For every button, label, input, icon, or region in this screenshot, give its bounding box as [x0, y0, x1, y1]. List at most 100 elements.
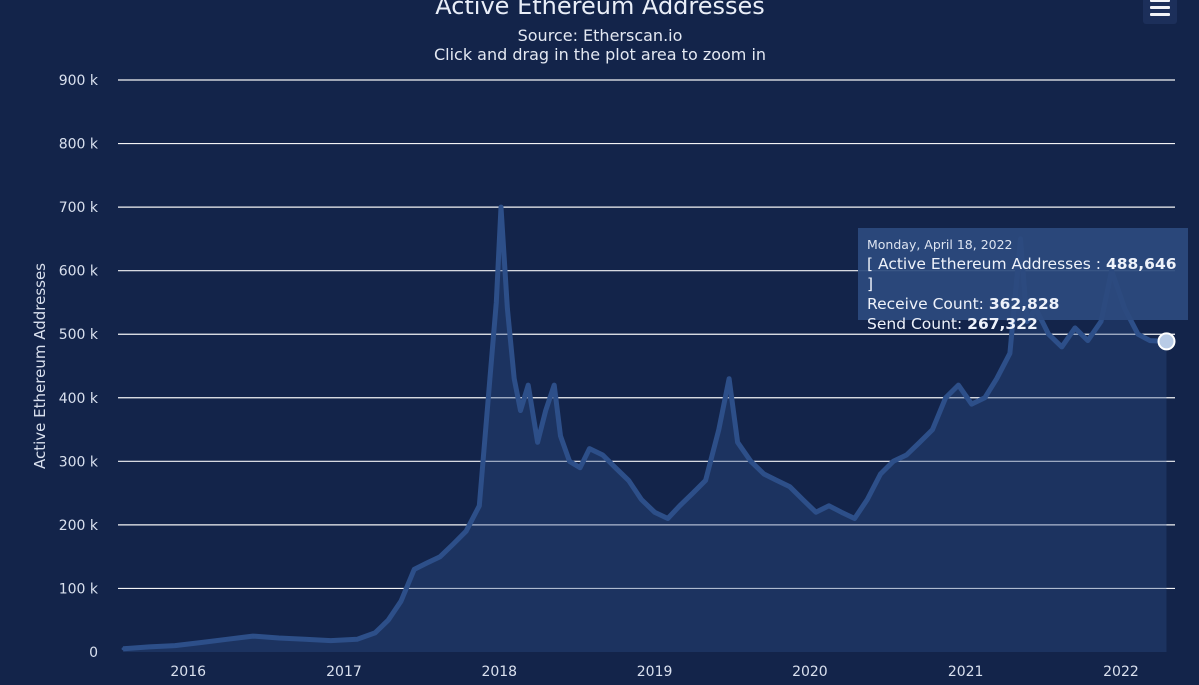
- series-area: [123, 207, 1167, 652]
- data-point[interactable]: [918, 440, 922, 444]
- chart-subtitle: Source: Etherscan.io: [518, 26, 683, 45]
- data-point[interactable]: [438, 555, 442, 559]
- data-point[interactable]: [519, 409, 522, 412]
- data-point[interactable]: [775, 478, 779, 482]
- tooltip-main-value: 488,646: [1105, 255, 1177, 273]
- data-point[interactable]: [544, 409, 548, 412]
- data-point[interactable]: [853, 517, 857, 520]
- data-point[interactable]: [704, 478, 708, 482]
- tooltip-send-value: 267,322: [967, 315, 1038, 333]
- data-point[interactable]: [477, 504, 481, 508]
- data-point[interactable]: [526, 383, 530, 387]
- data-point[interactable]: [173, 644, 177, 648]
- data-tooltip: Monday, April 18, 2022 [ Active Ethereum…: [858, 228, 1188, 333]
- data-point[interactable]: [678, 504, 682, 508]
- data-point[interactable]: [303, 637, 307, 641]
- data-point[interactable]: [199, 641, 203, 644]
- data-point[interactable]: [1073, 326, 1077, 330]
- data-point[interactable]: [827, 504, 831, 508]
- data-point[interactable]: [601, 453, 605, 457]
- x-tick-label: 2018: [481, 664, 517, 680]
- tooltip-send-label: Send Count:: [867, 315, 963, 333]
- data-point[interactable]: [499, 205, 503, 209]
- data-point[interactable]: [865, 498, 869, 501]
- data-point[interactable]: [814, 510, 818, 514]
- data-point[interactable]: [373, 631, 377, 635]
- data-point[interactable]: [412, 567, 416, 571]
- data-point[interactable]: [1086, 339, 1090, 343]
- zoom-hint: Click and drag in the plot area to zoom …: [434, 45, 766, 64]
- data-point[interactable]: [355, 637, 359, 641]
- data-point[interactable]: [425, 561, 429, 565]
- data-point[interactable]: [970, 402, 974, 406]
- data-point[interactable]: [613, 466, 617, 470]
- data-point[interactable]: [147, 645, 151, 649]
- data-point[interactable]: [121, 647, 125, 651]
- data-point[interactable]: [386, 618, 390, 622]
- data-point[interactable]: [762, 472, 766, 476]
- x-tick-label: 2017: [326, 664, 362, 680]
- data-point[interactable]: [568, 459, 571, 463]
- data-point[interactable]: [251, 634, 255, 638]
- y-tick-label: 600 k: [59, 264, 99, 280]
- data-point[interactable]: [399, 599, 403, 603]
- data-point[interactable]: [639, 498, 643, 501]
- data-point[interactable]: [559, 434, 562, 438]
- y-tick-label: 300 k: [59, 454, 99, 470]
- x-axis-ticks: 2016 2017 2018 2019 2020 2021 2022: [170, 664, 1138, 680]
- hover-point-marker[interactable]: [1157, 332, 1176, 351]
- data-point[interactable]: [488, 377, 492, 381]
- data-point[interactable]: [494, 300, 498, 304]
- data-point[interactable]: [931, 428, 934, 432]
- data-point[interactable]: [891, 459, 895, 463]
- data-point[interactable]: [1008, 351, 1012, 355]
- data-point[interactable]: [464, 529, 468, 533]
- y-tick-label: 200 k: [59, 518, 99, 534]
- data-point[interactable]: [727, 377, 731, 381]
- data-point[interactable]: [627, 478, 631, 482]
- hamburger-icon-bar: [1150, 6, 1170, 9]
- data-point[interactable]: [451, 542, 455, 546]
- tooltip-receive-label: Receive Count:: [867, 295, 984, 313]
- data-point[interactable]: [995, 377, 999, 381]
- menu-button[interactable]: [1143, 0, 1177, 24]
- hamburger-icon-bar-2: [1150, 13, 1170, 16]
- series-active-addresses[interactable]: [121, 204, 1168, 652]
- data-point[interactable]: [512, 377, 516, 381]
- data-point[interactable]: [1060, 345, 1064, 349]
- data-point[interactable]: [691, 491, 695, 495]
- data-point[interactable]: [1025, 320, 1029, 323]
- data-point[interactable]: [839, 510, 843, 514]
- data-point[interactable]: [905, 453, 908, 457]
- data-point[interactable]: [717, 428, 721, 432]
- data-point[interactable]: [536, 440, 540, 444]
- data-point[interactable]: [578, 466, 582, 470]
- y-tick-label: 100 k: [59, 581, 99, 597]
- x-tick-label: 2020: [792, 664, 828, 680]
- data-point[interactable]: [801, 498, 805, 501]
- data-point[interactable]: [225, 637, 229, 641]
- data-point[interactable]: [588, 447, 591, 451]
- data-point[interactable]: [666, 517, 670, 520]
- data-point[interactable]: [736, 440, 740, 444]
- x-tick-label: 2021: [948, 664, 984, 680]
- data-point[interactable]: [983, 396, 987, 400]
- tooltip-receive-value: 362,828: [988, 295, 1060, 313]
- data-point[interactable]: [653, 510, 657, 514]
- hamburger-icon: [1150, 0, 1170, 2]
- data-point[interactable]: [552, 383, 556, 387]
- data-point[interactable]: [956, 383, 960, 387]
- data-point[interactable]: [788, 485, 792, 489]
- y-tick-label: 700 k: [59, 200, 99, 216]
- data-point[interactable]: [749, 459, 753, 463]
- data-point[interactable]: [1148, 339, 1152, 343]
- data-point[interactable]: [1099, 320, 1103, 323]
- data-point[interactable]: [277, 636, 281, 640]
- data-point[interactable]: [505, 307, 509, 311]
- data-point[interactable]: [1136, 332, 1140, 336]
- data-point[interactable]: [879, 472, 882, 476]
- data-point[interactable]: [1047, 332, 1051, 336]
- data-point[interactable]: [944, 396, 948, 400]
- data-point[interactable]: [329, 639, 333, 643]
